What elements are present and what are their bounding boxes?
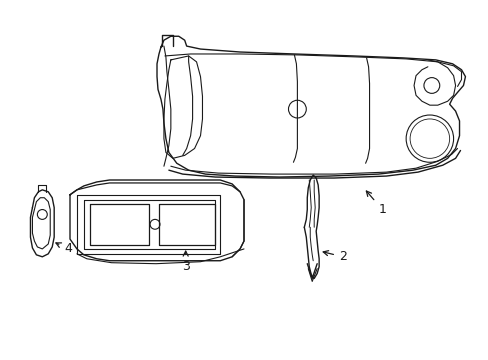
Text: 1: 1 xyxy=(366,191,386,216)
Text: 2: 2 xyxy=(323,250,346,263)
Text: 4: 4 xyxy=(56,242,72,255)
Text: 3: 3 xyxy=(182,251,189,273)
